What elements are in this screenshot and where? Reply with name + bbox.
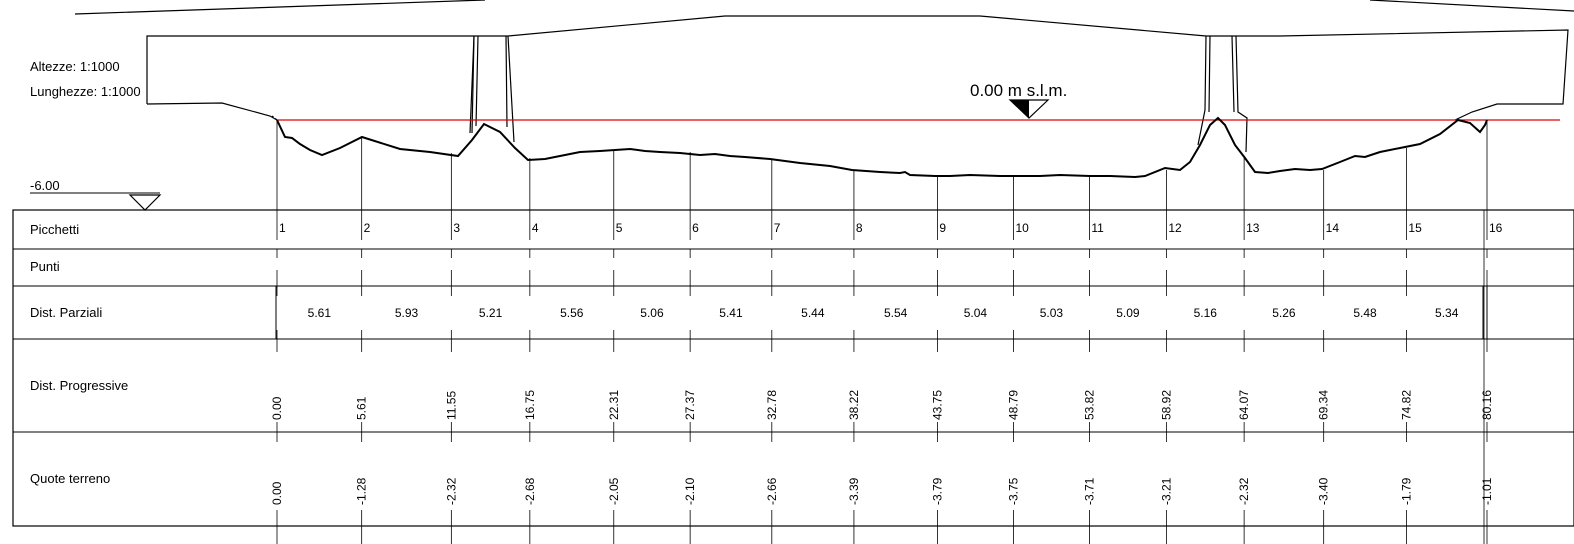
partial-distance-label: 5.03 (1040, 306, 1064, 320)
partial-distance-label: 5.04 (964, 306, 988, 320)
partial-distance-label: 5.34 (1435, 306, 1459, 320)
ground-profile-left-end (271, 115, 278, 121)
station-id-label: 1 (279, 221, 286, 235)
progressive-distance-label: 64.07 (1237, 390, 1251, 420)
station-id-label: 4 (532, 221, 539, 235)
partial-distance-label: 5.06 (640, 306, 664, 320)
station-id-label: 7 (774, 221, 781, 235)
station-id-label: 14 (1326, 221, 1340, 235)
ground-elevation-label: -2.05 (607, 477, 621, 505)
ground-elevation-label: -3.75 (1006, 477, 1020, 505)
partial-distance-label: 5.41 (719, 306, 743, 320)
progressive-distance-label: 11.55 (444, 391, 458, 420)
station-id-label: 8 (856, 221, 863, 235)
ground-elevation-label: -3.39 (847, 477, 861, 505)
station-ids: 1 2 3 4 5 6 7 8 9 10 11 12 13 14 15 16 (279, 221, 1503, 235)
partial-distance-label: 5.44 (801, 306, 825, 320)
ground-elevation-label: -1.79 (1399, 477, 1413, 505)
station-id-label: 13 (1246, 221, 1260, 235)
station-id-label: 9 (939, 221, 946, 235)
sea-level-marker-fill (1010, 100, 1029, 118)
ground-elevation-label: -3.21 (1159, 477, 1173, 505)
station-id-label: 15 (1408, 221, 1422, 235)
scale-lengths: Lunghezze: 1:1000 (30, 84, 141, 99)
sea-level-label: 0.00 m s.l.m. (970, 81, 1067, 100)
ground-elevation-label: 0.00 (270, 481, 284, 505)
progressive-distance-label: 5.61 (355, 396, 369, 420)
station-id-label: 10 (1015, 221, 1029, 235)
ground-elevation-label: -3.71 (1082, 477, 1096, 505)
progressive-distance-label: 22.31 (607, 390, 621, 420)
datum-label: -6.00 (30, 178, 60, 193)
structure-top-outline-right (1369, 0, 1574, 12)
station-id-label: 5 (616, 221, 623, 235)
row-label-dist-progressive: Dist. Progressive (30, 378, 129, 393)
ground-elevation-labels: 0.00 -1.28 -2.32 -2.68 -2.05 -2.10 -2.66 -3.39 -… (270, 477, 1494, 505)
ground-elevation-label: -1.01 (1480, 477, 1494, 505)
progressive-distance-label: 69.34 (1317, 390, 1331, 420)
station-id-label: 12 (1168, 221, 1182, 235)
station-id-label: 6 (692, 221, 699, 235)
ground-elevation-label: -2.66 (765, 477, 779, 505)
partial-distance-labels: 5.61 5.93 5.21 5.56 5.06 5.41 5.44 5.54 5.04 5.03… (308, 306, 1459, 320)
partial-distance-label: 5.54 (884, 306, 908, 320)
station-id-label: 3 (453, 221, 460, 235)
structure-top-outline (74, 0, 486, 15)
partial-distance-label: 5.48 (1353, 306, 1377, 320)
progressive-distance-label: 74.82 (1399, 390, 1413, 420)
station-id-label: 16 (1489, 221, 1503, 235)
progressive-distance-label: 16.75 (523, 390, 537, 420)
partial-distance-label: 5.93 (395, 306, 419, 320)
row-label-punti: Punti (30, 259, 60, 274)
station-id-label: 2 (364, 221, 371, 235)
progressive-distance-label: 43.75 (930, 390, 944, 420)
progressive-distance-label: 53.82 (1082, 390, 1096, 420)
datum-triangle (128, 194, 162, 211)
progressive-distance-label: 58.92 (1159, 390, 1173, 420)
pier-right-path (1197, 35, 1248, 153)
ground-elevation-label: -3.40 (1317, 477, 1331, 505)
structure-outline (146, 15, 1569, 121)
ground-elevation-label: -2.10 (683, 477, 697, 505)
station-id-label: 11 (1091, 221, 1104, 235)
progressive-distance-labels: 0.00 5.61 11.55 16.75 22.31 27.37 32.78 38.22 43… (270, 390, 1494, 420)
partial-distance-label: 5.09 (1116, 306, 1140, 320)
partial-distance-label: 5.26 (1272, 306, 1296, 320)
progressive-distance-label: 48.79 (1006, 390, 1020, 420)
partial-distance-label: 5.56 (560, 306, 584, 320)
partial-distance-label: 5.61 (308, 306, 332, 320)
ground-elevation-label: -3.79 (930, 477, 944, 505)
station-verticals (276, 120, 1488, 544)
ground-elevation-label: -2.32 (444, 477, 458, 505)
partial-distance-label: 5.16 (1194, 306, 1218, 320)
partial-distance-label: 5.21 (479, 306, 503, 320)
progressive-distance-label: 80.16 (1480, 390, 1494, 420)
row-label-dist-parziali: Dist. Parziali (30, 305, 103, 320)
progressive-distance-label: 38.22 (847, 390, 861, 420)
ground-elevation-label: -2.32 (1237, 477, 1251, 505)
pier-left-path (469, 35, 515, 143)
scale-heights: Altezze: 1:1000 (30, 59, 120, 74)
ground-elevation-label: -1.28 (355, 477, 369, 505)
ground-profile-line (276, 116, 1488, 179)
row-label-picchetti: Picchetti (30, 222, 80, 237)
progressive-distance-label: 27.37 (683, 390, 697, 420)
structure-left-lower (146, 102, 278, 121)
table-frame (12, 209, 1574, 527)
ground-elevation-label: -2.68 (523, 477, 537, 505)
row-label-quote-terreno: Quote terreno (30, 471, 111, 486)
progressive-distance-label: 32.78 (765, 390, 779, 420)
progressive-distance-label: 0.00 (270, 396, 284, 420)
